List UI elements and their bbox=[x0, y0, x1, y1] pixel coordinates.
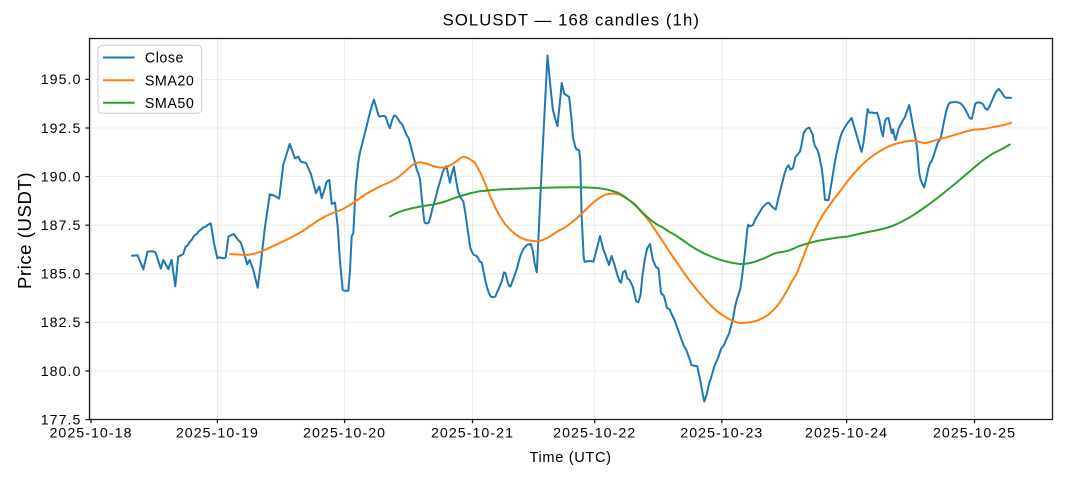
svg-text:2025-10-25: 2025-10-25 bbox=[933, 426, 1016, 442]
svg-text:Time (UTC): Time (UTC) bbox=[530, 450, 612, 466]
svg-text:182.5: 182.5 bbox=[41, 315, 82, 331]
svg-text:SOLUSDT — 168 candles (1h): SOLUSDT — 168 candles (1h) bbox=[443, 11, 700, 30]
svg-text:195.0: 195.0 bbox=[41, 72, 82, 88]
svg-text:185.0: 185.0 bbox=[41, 267, 82, 283]
svg-text:190.0: 190.0 bbox=[41, 169, 82, 185]
svg-text:187.5: 187.5 bbox=[41, 218, 82, 234]
svg-text:180.0: 180.0 bbox=[41, 364, 82, 380]
svg-text:2025-10-23: 2025-10-23 bbox=[680, 426, 763, 442]
svg-text:2025-10-24: 2025-10-24 bbox=[805, 426, 888, 442]
svg-text:2025-10-18: 2025-10-18 bbox=[49, 426, 132, 442]
svg-text:SMA50: SMA50 bbox=[145, 96, 194, 112]
svg-text:2025-10-20: 2025-10-20 bbox=[303, 426, 386, 442]
svg-text:Price (USDT): Price (USDT) bbox=[14, 172, 35, 289]
svg-text:2025-10-19: 2025-10-19 bbox=[176, 426, 259, 442]
svg-text:Close: Close bbox=[145, 51, 184, 67]
svg-text:2025-10-22: 2025-10-22 bbox=[553, 426, 636, 442]
svg-text:2025-10-21: 2025-10-21 bbox=[431, 426, 514, 442]
svg-text:177.5: 177.5 bbox=[41, 412, 82, 428]
svg-text:192.5: 192.5 bbox=[41, 121, 82, 137]
svg-text:SMA20: SMA20 bbox=[145, 73, 194, 89]
